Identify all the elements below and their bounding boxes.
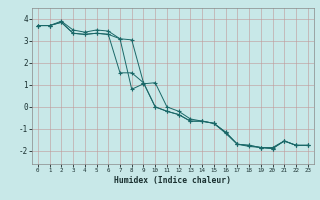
X-axis label: Humidex (Indice chaleur): Humidex (Indice chaleur)	[114, 176, 231, 185]
